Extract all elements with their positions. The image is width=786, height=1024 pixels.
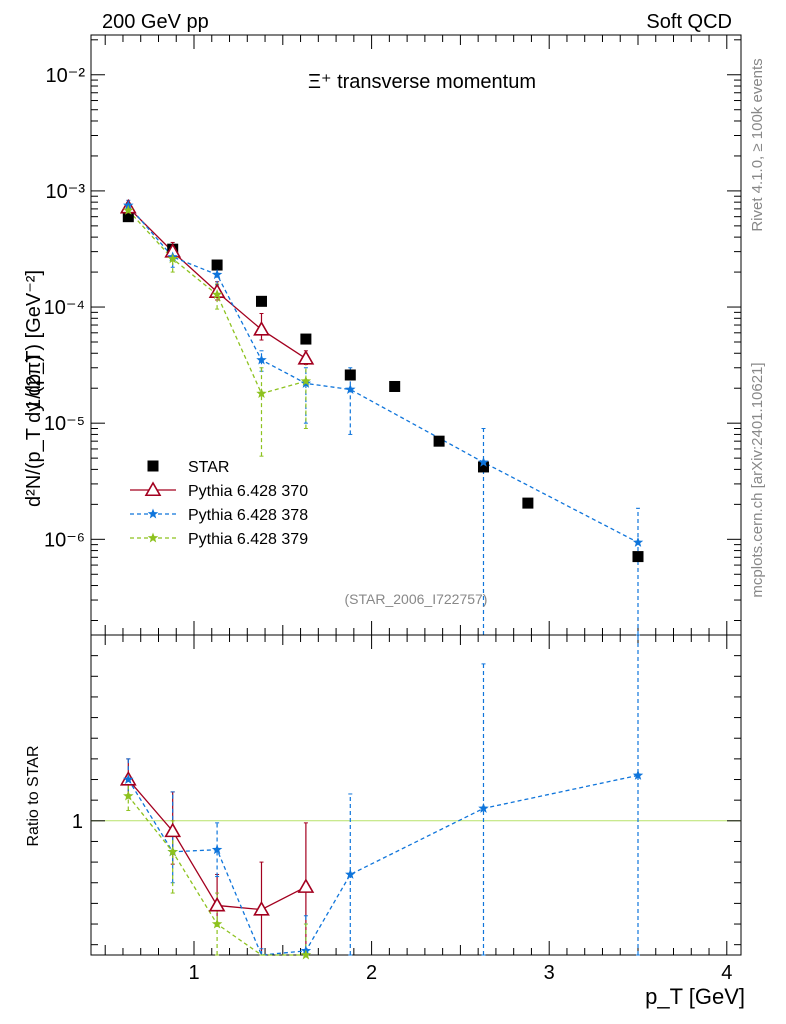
ratio-point-pythia-6-428-378 [345, 868, 356, 879]
x-axis-label: p_T [GeV] [645, 984, 745, 1009]
main-y-tick-labels: 10⁻⁶ 10⁻⁵ 10⁻⁴ 10⁻³ 10⁻² [44, 65, 86, 552]
ratio-point-pythia-6-428-379 [211, 918, 223, 929]
ratio-markers [119, 769, 644, 960]
main-y-tick-label: 10⁻⁶ [44, 529, 85, 551]
ratio-point-pythia-6-428-379 [300, 949, 312, 960]
main-point-star [300, 333, 312, 345]
header-left-label: 200 GeV pp [102, 11, 209, 33]
x-tick-label: 2 [366, 962, 377, 984]
main-point-star [433, 435, 445, 447]
legend-label-star: STAR [188, 459, 229, 476]
mcplots-label: mcplots.cern.ch [arXiv:2401.10621] [749, 362, 766, 597]
legend-marker-star [147, 460, 159, 472]
main-axis-ticks [91, 35, 741, 635]
ratio-point-pythia-6-428-378 [123, 774, 134, 784]
header-right-label: Soft QCD [646, 11, 732, 33]
ratio-point-pythia-6-428-379 [167, 846, 178, 857]
ratio-series-lines [127, 774, 639, 956]
ratio-error-bars [126, 634, 640, 956]
ratio-point-pythia-6-428-378 [211, 844, 223, 855]
main-point-pythia-6-428-379 [167, 253, 178, 264]
x-tick-labels: 1 2 3 4 [188, 962, 732, 984]
ratio-point-pythia-6-428-370 [297, 878, 315, 893]
ratio-y-tick-label: 1 [72, 811, 83, 833]
legend-marker-pythia-6-428-370 [144, 481, 162, 497]
ratio-ylabel: Ratio to STAR [25, 745, 42, 846]
main-point-star [632, 551, 644, 563]
main-point-pythia-6-428-378 [256, 354, 267, 365]
main-point-pythia-6-428-379 [300, 375, 312, 386]
x-tick-label: 4 [721, 962, 732, 984]
ratio-point-pythia-6-428-370 [253, 900, 270, 916]
main-point-star [522, 497, 534, 509]
main-point-pythia-6-428-378 [345, 383, 356, 394]
main-point-pythia-6-428-378 [632, 536, 644, 547]
ratio-line-pythia-6-428-378 [127, 774, 639, 956]
ratio-point-pythia-6-428-378 [632, 769, 644, 780]
main-point-pythia-6-428-379 [123, 204, 134, 215]
x-tick-label: 3 [544, 962, 555, 984]
legend-marker-pythia-6-428-378 [147, 508, 159, 519]
main-y-tick-label: 10⁻³ [46, 181, 86, 203]
main-point-pythia-6-428-378 [211, 269, 223, 280]
main-point-star [255, 295, 267, 307]
legend-label-pythia-6-428-379: Pythia 6.428 379 [188, 531, 308, 548]
legend-label-pythia-6-428-378: Pythia 6.428 378 [188, 507, 308, 524]
main-point-pythia-6-428-378 [478, 456, 489, 467]
x-tick-label: 1 [188, 962, 199, 984]
main-point-pythia-6-428-370 [253, 320, 270, 336]
legend-marker-pythia-6-428-379 [147, 532, 159, 543]
ratio-point-pythia-6-428-379 [123, 790, 134, 801]
analysis-label: (STAR_2006_I722757) [345, 591, 488, 607]
main-y-tick-label: 10⁻⁴ [44, 297, 85, 319]
main-point-pythia-6-428-379 [256, 388, 267, 398]
main-markers [119, 198, 644, 563]
ratio-frame [90, 634, 742, 956]
ratio-point-pythia-6-428-378 [478, 802, 489, 813]
main-point-pythia-6-428-379 [211, 289, 223, 300]
main-point-star [477, 461, 489, 473]
main-point-star [122, 211, 134, 223]
ratio-panel: 1 1 2 3 4 Ratio to STAR p_T [GeV] [25, 634, 745, 1009]
main-title: Ξ⁺ transverse momentum [308, 71, 536, 93]
legend: STAR Pythia 6.428 370 Pythia 6.428 378 Pyth… [130, 459, 308, 548]
main-ylabel-prefix: 1/(2π) [23, 355, 45, 410]
rivet-version-label: Rivet 4.1.0, ≥ 100k events [749, 58, 766, 231]
main-y-tick-label: 10⁻² [46, 65, 86, 87]
ratio-point-pythia-6-428-370 [164, 822, 182, 838]
legend-label-pythia-6-428-370: Pythia 6.428 370 [188, 483, 308, 500]
main-point-pythia-6-428-370 [297, 349, 315, 365]
main-point-star [344, 369, 356, 381]
main-panel: Ξ⁺ transverse momentum (STAR_2006_I72275… [23, 34, 742, 636]
main-point-star [211, 259, 223, 271]
main-point-star [389, 380, 401, 392]
ratio-axis-ticks [91, 635, 741, 955]
main-error-bars [126, 199, 640, 636]
ratio-point-pythia-6-428-370 [208, 896, 226, 912]
ratio-y-tick-labels: 1 [72, 811, 83, 833]
main-ylabel: d²N/(p_T dy dp_T) [GeV⁻²] [23, 270, 45, 507]
main-y-tick-label: 10⁻⁵ [44, 413, 85, 435]
